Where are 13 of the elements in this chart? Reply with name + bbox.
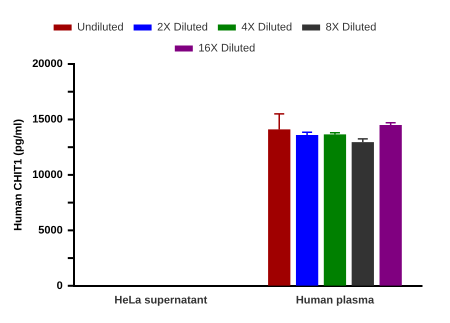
- y-tick-label: 10000: [32, 168, 63, 181]
- x-tick-label: Human plasma: [296, 294, 375, 306]
- legend-label: 16X Diluted: [198, 42, 256, 55]
- legend-label: 8X Diluted: [326, 22, 376, 34]
- x-tick-label: HeLa supernatant: [114, 294, 208, 306]
- legend-label: Undiluted: [77, 22, 124, 34]
- legend-label: 4X Diluted: [241, 22, 292, 34]
- y-axis-title: Human CHIT1 (pg/ml): [12, 118, 25, 231]
- y-tick-label: 0: [56, 280, 63, 292]
- legend-label: 2X Diluted: [157, 22, 208, 34]
- y-tick-label: 15000: [32, 113, 63, 126]
- y-tick-label: 20000: [32, 58, 63, 70]
- y-tick-label: 5000: [38, 224, 63, 236]
